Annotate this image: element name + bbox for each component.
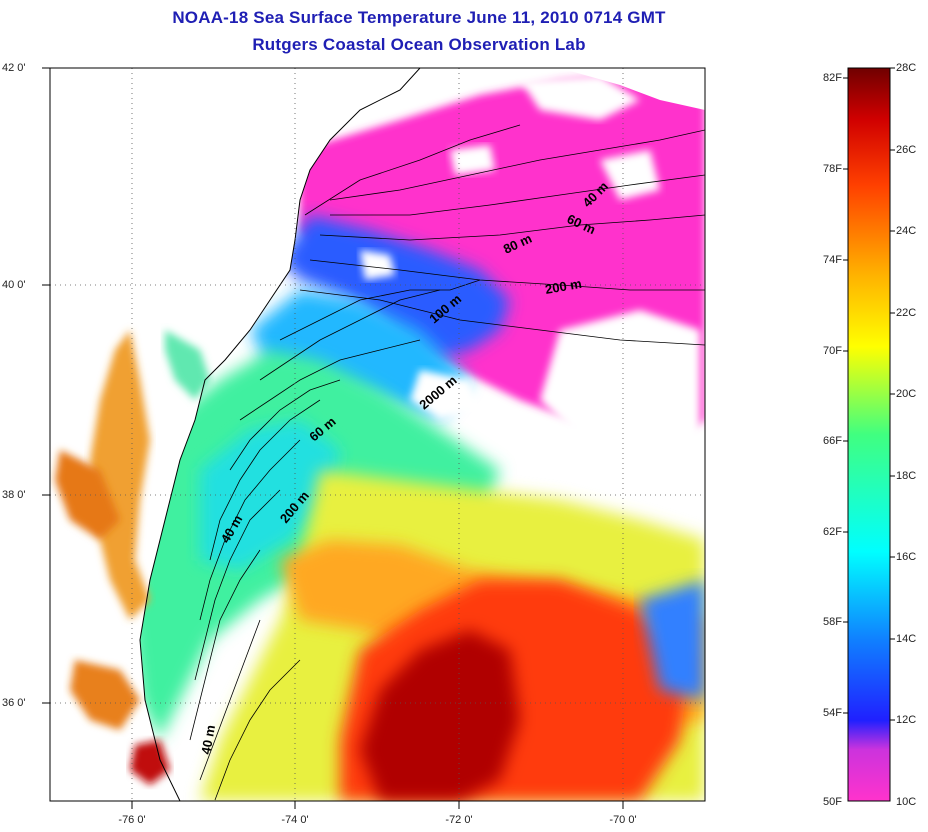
colorbar-c-label: 12C <box>896 714 917 726</box>
colorbar-f-label: 74F <box>823 254 842 266</box>
colorbar-f-label: 58F <box>823 616 842 628</box>
lon-label: -74 0' <box>281 814 309 826</box>
colorbar-c-label: 26C <box>896 144 917 156</box>
colorbar-c-label: 24C <box>896 225 917 237</box>
cool-water-band <box>280 215 510 360</box>
map-title: NOAA-18 Sea Surface Temperature June 11,… <box>172 8 666 27</box>
bathymetry-contours <box>189 129 705 801</box>
chesapeake-bay <box>90 330 150 620</box>
colorbar-c-label: 22C <box>896 307 917 319</box>
contour-label: 40 m <box>198 724 218 756</box>
colorbar-f-label: 66F <box>823 435 842 447</box>
lon-label: -76 0' <box>118 814 146 826</box>
graticule <box>50 68 705 801</box>
colorbar-f-label: 54F <box>823 707 842 719</box>
map-subtitle: Rutgers Coastal Ocean Observation Lab <box>252 35 586 54</box>
colorbar-f-label: 70F <box>823 345 842 357</box>
long-island-coast <box>304 124 521 216</box>
colorbar-c-label: 18C <box>896 470 917 482</box>
land <box>50 68 420 801</box>
colorbar-f-label: 62F <box>823 526 842 538</box>
cloud-patch <box>540 310 700 480</box>
lon-label: -70 0' <box>609 814 637 826</box>
delaware-bay <box>165 330 210 400</box>
lat-label: 42 0' <box>2 62 26 74</box>
axis-ticks <box>42 67 624 809</box>
colorbar-c-label: 20C <box>896 388 917 400</box>
colorbar-f-label: 82F <box>823 72 842 84</box>
colorbar-c-label: 14C <box>896 633 917 645</box>
lat-label: 38 0' <box>2 489 26 501</box>
coastline <box>139 68 421 801</box>
sst-field: 40 m 60 m 80 m 200 m 100 m 2000 m 60 m 2… <box>50 68 705 801</box>
lat-label: 36 0' <box>2 697 26 709</box>
land-new-england <box>560 68 705 110</box>
colorbar <box>847 67 891 802</box>
lon-label: -72 0' <box>445 814 473 826</box>
contour-label: 200 m <box>544 276 583 297</box>
colorbar-c-label: 10C <box>896 796 917 808</box>
lat-label: 40 0' <box>2 279 26 291</box>
gulf-stream-core <box>360 630 520 801</box>
colorbar-ticks <box>843 67 895 721</box>
colorbar-f-label: 78F <box>823 163 842 175</box>
colorbar-c-label: 16C <box>896 551 917 563</box>
colorbar-c-label: 28C <box>896 62 917 74</box>
colorbar-f-label: 50F <box>823 796 842 808</box>
